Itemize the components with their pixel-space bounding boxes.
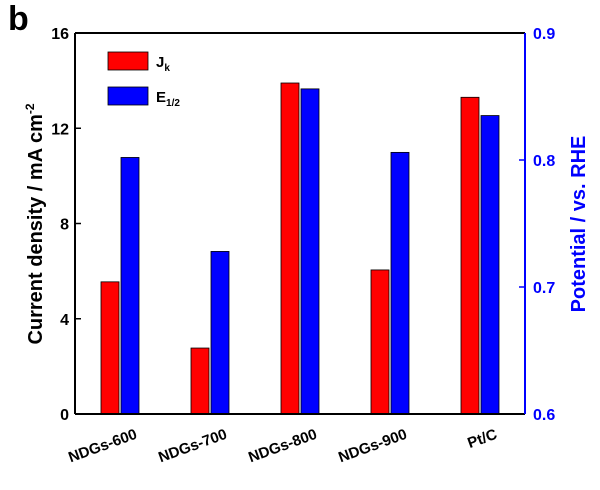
y2-tick-label: 0.9 [533,26,555,43]
y-tick-label: 8 [60,217,69,234]
x-tick-label: NDGs-800 [246,426,319,466]
bar [210,251,230,415]
legend-name: E [156,89,166,106]
x-tick-label: NDGs-700 [156,426,229,466]
bar [190,347,210,415]
legend-swatch [107,86,149,106]
y2-tick-label: 0.6 [533,407,555,424]
y-tick-label: 16 [51,26,69,43]
y2-axis-label: Potential / vs. RHE [568,136,590,313]
legend-name: J [156,54,164,71]
y-tick-label: 0 [60,407,69,424]
bar [280,82,300,415]
bar [480,115,500,415]
y-axis-label-superscript: -2 [23,103,37,114]
bar [100,281,120,415]
panel-label: b [8,0,29,38]
y-tick-label: 4 [60,312,69,329]
x-tick-label: NDGs-600 [66,426,139,466]
legend-label: Jk [156,54,170,74]
x-tick-label: NDGs-900 [336,426,409,466]
y-tick-label: 12 [51,121,69,138]
bar [390,151,410,415]
legend-subscript: k [164,63,170,74]
legend-label: E1/2 [156,89,180,109]
legend-subscript: 1/2 [166,98,180,109]
bar [460,96,480,415]
y-axis-label: Current density / mA cm-2 [23,103,47,344]
y2-tick-label: 0.8 [533,153,555,170]
legend-swatch [107,51,149,71]
bar [300,88,320,415]
bar [120,157,140,415]
y-axis-label-text: Current density / mA cm [25,114,47,344]
y2-tick-label: 0.7 [533,280,555,297]
x-tick-label: Pt/C [465,426,499,452]
bar [370,269,390,415]
